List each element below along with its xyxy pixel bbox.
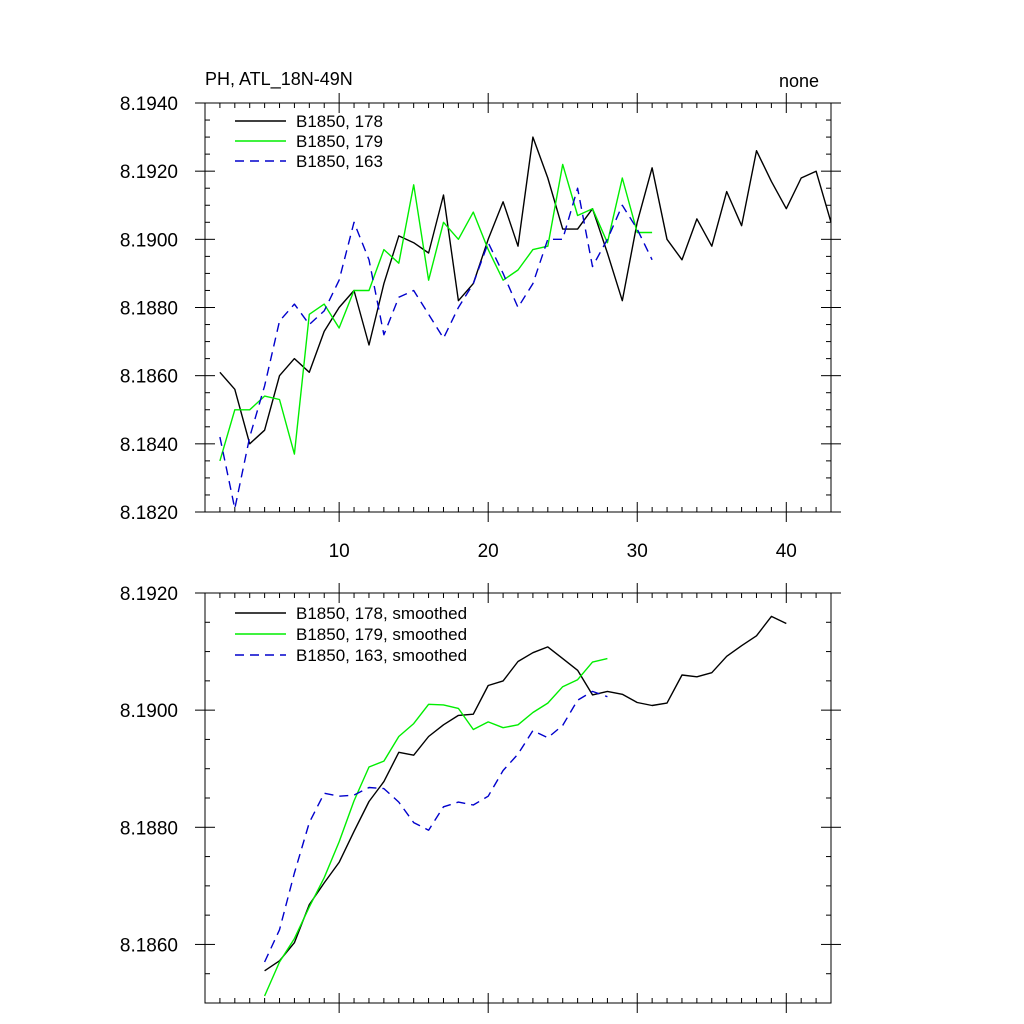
x-tick-label: 30 <box>627 541 648 562</box>
y-tick-label: 8.1820 <box>120 503 178 524</box>
y-tick-label: 8.1900 <box>120 701 178 722</box>
top-panel: 10 20 30 40 8.1820 8.1840 8.1860 8.1880 8.1900 8.… <box>120 69 841 562</box>
y-tick-label: 8.1940 <box>120 94 178 115</box>
y-tick-label: 8.1840 <box>120 435 178 456</box>
y-tick-label: 8.1920 <box>120 162 178 183</box>
y-tick-label: 8.1920 <box>120 584 178 605</box>
legend-label-2: B1850, 163 <box>296 152 383 171</box>
y-tick-label: 8.1900 <box>120 230 178 251</box>
y-tick-label: 8.1860 <box>120 935 178 956</box>
series-line-0 <box>264 615 787 972</box>
legend-label-1: B1850, 179 <box>296 132 383 151</box>
bottom-panel: 8.1860 8.1880 8.1900 8.1920 B1850, 178, smoo… <box>120 583 841 1013</box>
series-line-2 <box>263 690 608 963</box>
y-tick-label: 8.1880 <box>120 299 178 320</box>
series-line-0 <box>219 136 832 445</box>
legend-label-0: B1850, 178, smoothed <box>296 604 467 623</box>
legend-label-0: B1850, 178 <box>296 112 383 131</box>
x-tick-label: 10 <box>329 541 350 562</box>
series-line-1 <box>219 163 653 462</box>
x-tick-label: 40 <box>776 541 797 562</box>
legend-label-2: B1850, 163, smoothed <box>296 646 467 665</box>
series-line-1 <box>263 657 608 997</box>
y-tick-label: 8.1860 <box>120 367 178 388</box>
y-tick-label: 8.1880 <box>120 818 178 839</box>
chart-title-left: PH, ATL_18N-49N <box>205 69 353 90</box>
x-tick-label: 20 <box>478 541 499 562</box>
legend-label-1: B1850, 179, smoothed <box>296 625 467 644</box>
series-line-2 <box>219 187 653 510</box>
chart-title-right: none <box>779 71 819 91</box>
